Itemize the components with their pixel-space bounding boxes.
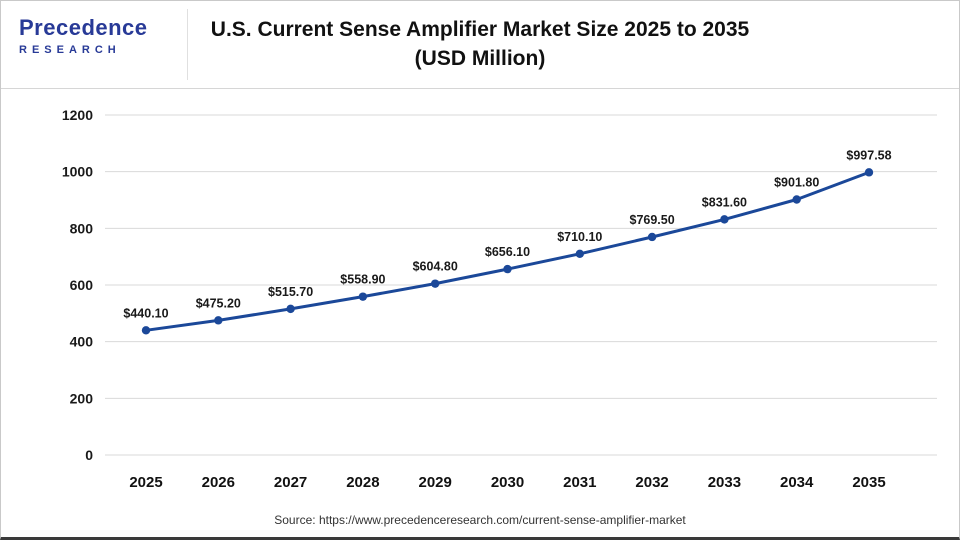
precedence-research-logo: Precedence RESEARCH [19, 15, 164, 56]
data-point-label: $440.10 [123, 306, 168, 320]
x-axis-tick-label: 2032 [635, 474, 668, 491]
x-axis-tick-label: 2026 [202, 474, 235, 491]
data-point [141, 326, 151, 335]
x-axis-tick-label: 2035 [852, 474, 885, 491]
data-point-label: $515.70 [268, 285, 313, 299]
y-axis-tick-label: 600 [70, 277, 94, 293]
x-axis-tick-label: 2025 [129, 474, 162, 491]
data-point [864, 168, 874, 177]
source-text: Source: https://www.precedenceresearch.c… [274, 513, 686, 527]
y-axis-tick-label: 0 [85, 447, 93, 463]
chart-canvas: 0 200 400 600 800 1000 1200 $440.10 2025 $475.20 2… [62, 107, 937, 491]
chart-subtitle: (USD Million) [414, 46, 546, 70]
line-chart: 0 200 400 600 800 1000 1200 $440.10 2025 $475.20 2… [1, 90, 959, 510]
data-point-label: $710.10 [557, 230, 602, 244]
y-axis-tick-label: 200 [70, 390, 94, 406]
data-point [503, 264, 512, 274]
y-axis-tick-label: 1200 [62, 107, 93, 123]
x-axis-tick-label: 2033 [708, 474, 741, 491]
data-point [431, 279, 440, 288]
data-point [647, 232, 657, 242]
data-point [286, 304, 295, 314]
data-point-label: $475.20 [196, 296, 241, 310]
header: Precedence RESEARCH U.S. Current Sense A… [1, 1, 959, 89]
data-point-label: $831.60 [702, 195, 747, 209]
header-divider [187, 9, 188, 80]
data-point [720, 215, 729, 224]
x-axis-tick-label: 2029 [419, 474, 452, 491]
y-axis-tick-label: 800 [70, 220, 94, 236]
logo-subtext: RESEARCH [19, 44, 121, 56]
data-point [358, 292, 368, 301]
data-point-label: $656.10 [485, 245, 530, 259]
data-point [575, 249, 584, 259]
x-axis-tick-label: 2034 [780, 474, 814, 491]
y-axis-tick-label: 1000 [62, 164, 93, 180]
x-axis-tick-label: 2027 [274, 474, 307, 491]
title-block: U.S. Current Sense Amplifier Market Size… [1, 16, 959, 73]
data-point [792, 195, 801, 204]
data-point-label: $558.90 [340, 273, 385, 287]
y-axis-tick-label: 400 [70, 334, 94, 350]
data-point-label: $901.80 [774, 175, 819, 189]
x-axis-tick-label: 2028 [346, 474, 379, 491]
chart-title: U.S. Current Sense Amplifier Market Size… [210, 18, 750, 42]
data-point [214, 316, 223, 325]
data-point-label: $769.50 [630, 213, 675, 227]
logo-wordmark: Precedence [19, 15, 148, 40]
data-point-label: $997.58 [846, 148, 891, 162]
x-axis-tick-label: 2030 [491, 474, 524, 491]
data-point-label: $604.80 [413, 260, 458, 274]
x-axis-tick-label: 2031 [563, 474, 596, 491]
